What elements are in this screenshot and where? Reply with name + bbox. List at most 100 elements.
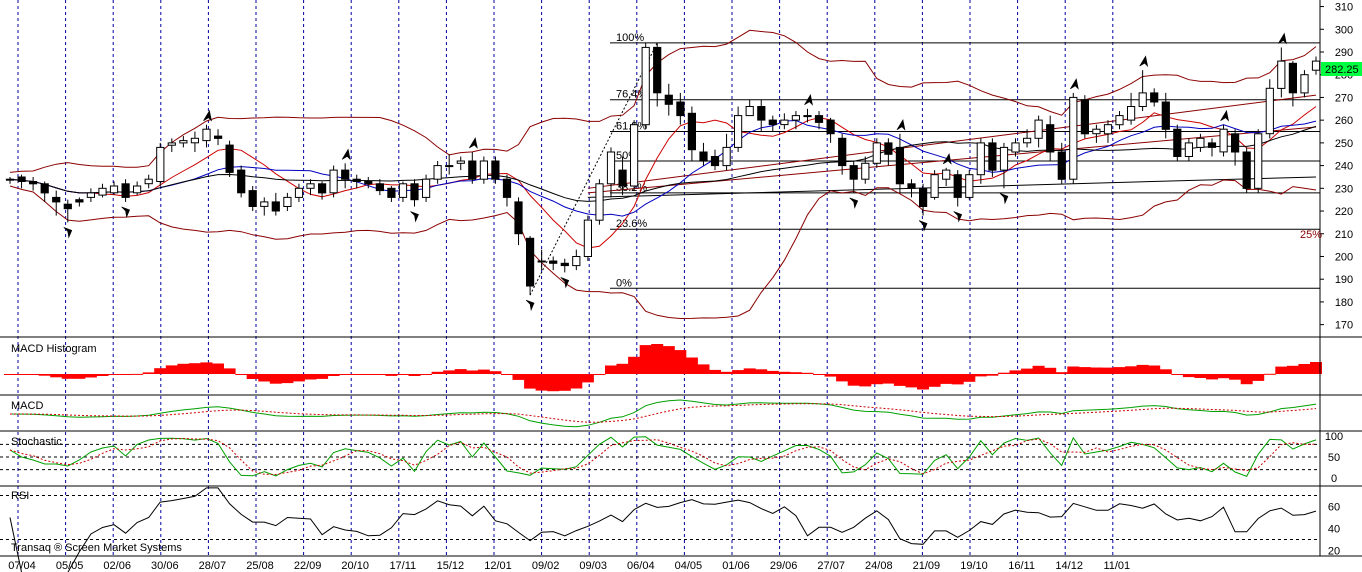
candle-body bbox=[1173, 128, 1182, 157]
rsi-y-tick: 60 bbox=[1328, 502, 1340, 514]
bollinger-upper-line bbox=[9, 29, 1317, 173]
macd-histogram-bar bbox=[524, 374, 537, 389]
candle-body bbox=[1057, 151, 1066, 180]
rsi-y-tick: 20 bbox=[1328, 546, 1340, 558]
candle-body bbox=[618, 169, 627, 187]
macd-histogram-bar bbox=[73, 374, 86, 379]
fractal-up-arrow bbox=[942, 153, 952, 165]
candle-body bbox=[1242, 151, 1251, 189]
macd-histogram-bar bbox=[27, 374, 40, 375]
macd-histogram-bar bbox=[824, 374, 837, 377]
macd-histogram-bar bbox=[292, 374, 305, 382]
candle-body bbox=[1103, 124, 1113, 135]
x-tick-label: 29/06 bbox=[770, 560, 798, 572]
candle-body bbox=[884, 142, 893, 155]
x-tick-label: 16/11 bbox=[1008, 560, 1035, 572]
candle-body bbox=[849, 165, 858, 180]
candle-body bbox=[606, 151, 616, 185]
macd-histogram-bar bbox=[882, 374, 895, 384]
x-tick-label: 24/08 bbox=[865, 560, 893, 572]
macd-histogram-bar bbox=[1286, 365, 1299, 374]
x-tick-label: 05/05 bbox=[56, 560, 84, 572]
macd-histogram-bar bbox=[940, 374, 953, 384]
y-tick-label: 180 bbox=[1335, 297, 1353, 309]
macd-histogram-bar bbox=[639, 345, 652, 374]
candle-body bbox=[1080, 99, 1090, 135]
macd-histogram-bar bbox=[142, 372, 155, 374]
candle-body bbox=[17, 176, 26, 182]
y-tick-label: 200 bbox=[1335, 251, 1353, 263]
fractal-down-arrow bbox=[953, 211, 963, 223]
indicator-layer bbox=[4, 29, 1322, 572]
candle-body bbox=[352, 178, 361, 182]
macd-histogram-bar bbox=[223, 368, 236, 374]
candle-body bbox=[225, 144, 234, 173]
candle-body bbox=[202, 128, 211, 142]
x-tick-label: 19/10 bbox=[960, 560, 988, 572]
candle-body bbox=[872, 142, 881, 164]
last-price-badge bbox=[1321, 62, 1362, 76]
rsi-y-tick: 40 bbox=[1328, 524, 1340, 536]
panel-title-stochastic: Stochastic bbox=[11, 436, 62, 448]
candle-body bbox=[1219, 128, 1228, 153]
macd-histogram-bar bbox=[558, 374, 571, 391]
fractal-up-arrow bbox=[804, 93, 813, 106]
x-tick-label: 14/12 bbox=[1055, 560, 1083, 572]
macd-histogram-bar bbox=[616, 363, 629, 374]
candle-body bbox=[248, 190, 257, 208]
candle-body bbox=[214, 135, 223, 139]
macd-histogram-bar bbox=[1136, 364, 1149, 374]
candle-body bbox=[491, 160, 500, 180]
candle-body bbox=[664, 94, 673, 105]
candle-body bbox=[791, 115, 800, 121]
candle-body bbox=[1231, 133, 1240, 153]
stochastic-y-tick: 100 bbox=[1325, 431, 1343, 443]
macd-histogram-bar bbox=[951, 374, 964, 385]
macd-histogram-bar bbox=[316, 374, 329, 379]
macd-histogram-bar bbox=[1298, 364, 1311, 374]
macd-histogram-bar bbox=[38, 374, 51, 376]
candle-body bbox=[329, 169, 338, 194]
candle-body bbox=[445, 165, 454, 168]
candle-body bbox=[780, 119, 789, 126]
y-tick-label: 190 bbox=[1335, 274, 1353, 286]
macd-histogram-bar bbox=[605, 365, 617, 374]
macd-histogram-bar bbox=[373, 374, 386, 375]
x-tick-label: 30/06 bbox=[151, 560, 179, 572]
fractal-down-arrow bbox=[410, 211, 419, 223]
x-tick-label: 09/02 bbox=[532, 560, 560, 572]
fractal-up-arrow bbox=[203, 109, 212, 122]
macd-histogram-bar bbox=[154, 368, 167, 374]
macd-histogram-bar bbox=[1078, 367, 1091, 374]
candle-body bbox=[919, 187, 928, 208]
candle-body bbox=[814, 115, 824, 123]
candle-body bbox=[40, 183, 49, 194]
macd-histogram-bar bbox=[813, 374, 825, 375]
fan-line bbox=[587, 126, 1317, 194]
candle-body bbox=[283, 196, 292, 207]
macd-histogram-bar bbox=[859, 374, 872, 387]
macd-histogram-bar bbox=[212, 363, 224, 374]
macd-histogram-bar bbox=[1182, 374, 1195, 378]
stochastic-d-line bbox=[9, 437, 1316, 476]
macd-histogram-bar bbox=[281, 374, 294, 384]
candle-body bbox=[757, 106, 766, 121]
macd-histogram-bar bbox=[1240, 374, 1253, 385]
macd-histogram-bar bbox=[200, 362, 213, 374]
panel-title-rsi: RSI bbox=[11, 490, 29, 502]
candle-body bbox=[63, 203, 72, 210]
candle-body bbox=[86, 192, 96, 198]
candle-body bbox=[433, 165, 442, 180]
candle-body bbox=[98, 187, 107, 196]
macd-histogram-bar bbox=[454, 369, 467, 374]
candle-body bbox=[1207, 142, 1217, 148]
candle-body bbox=[398, 183, 408, 198]
candle-body bbox=[1196, 137, 1205, 148]
x-tick-label: 02/06 bbox=[103, 560, 131, 572]
candle-body bbox=[942, 169, 951, 180]
macd-histogram-bar bbox=[1067, 366, 1080, 374]
macd-histogram-bar bbox=[431, 371, 444, 374]
candle-body bbox=[468, 160, 477, 180]
x-tick-label: 07/04 bbox=[8, 560, 36, 572]
trend-dotted-line bbox=[529, 42, 658, 296]
